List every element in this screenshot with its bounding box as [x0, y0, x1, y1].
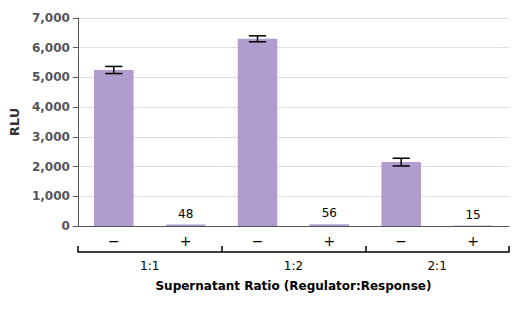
- svg-text:−: −: [108, 233, 120, 249]
- svg-text:56: 56: [322, 206, 337, 220]
- svg-text:48: 48: [178, 207, 193, 221]
- svg-text:7,000: 7,000: [32, 11, 70, 25]
- svg-text:Supernatant Ratio (Regulator:R: Supernatant Ratio (Regulator:Response): [155, 279, 431, 293]
- svg-text:3,000: 3,000: [32, 130, 70, 144]
- svg-text:+: +: [180, 233, 192, 249]
- svg-text:RLU: RLU: [7, 108, 22, 136]
- svg-text:5,000: 5,000: [32, 70, 70, 84]
- svg-text:−: −: [252, 233, 264, 249]
- svg-text:1:1: 1:1: [140, 259, 159, 273]
- svg-text:0: 0: [61, 219, 69, 233]
- svg-text:−: −: [395, 233, 407, 249]
- svg-text:6,000: 6,000: [32, 41, 70, 55]
- svg-text:+: +: [323, 233, 335, 249]
- svg-text:1,000: 1,000: [32, 189, 70, 203]
- svg-text:+: +: [467, 233, 479, 249]
- svg-text:15: 15: [465, 208, 480, 222]
- svg-text:2:1: 2:1: [427, 259, 446, 273]
- svg-text:4,000: 4,000: [32, 100, 70, 114]
- svg-text:2,000: 2,000: [32, 160, 70, 174]
- svg-text:1:2: 1:2: [284, 259, 303, 273]
